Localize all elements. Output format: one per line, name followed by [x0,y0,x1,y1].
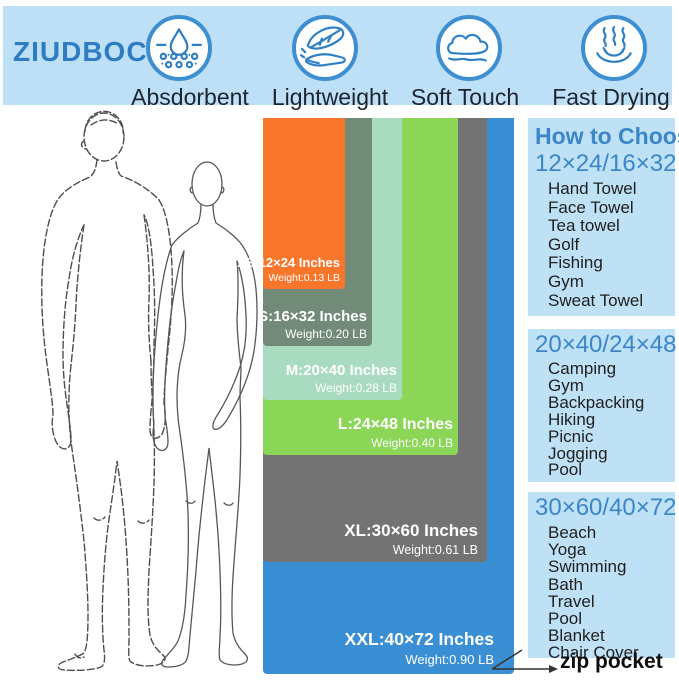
towel-size-label: L:24×48 Inches Weight:0.40 LB [337,416,453,450]
use-item: Fishing [548,253,603,273]
towel-size-label: XL:30×60 Inches Weight:0.61 LB [344,521,478,557]
guide-group-sizes: 20×40/24×48 [535,331,677,358]
absorbent-droplet-icon [146,15,212,81]
guide-block-small-sizes: How to Choose 12×24/16×32 Hand TowelFace… [528,118,679,316]
guide-use-list: Beach Yoga Swimming Bath Travel Pool Blanket Ch… [528,524,675,662]
use-item: Hiking [548,409,596,429]
use-item: Beach [548,523,597,542]
zip-pocket-label: zip pocket [560,650,663,673]
towel-size-label: XS:12×24 Inches Weight:0.13 LB [237,255,340,284]
steam-drying-icon [581,15,647,81]
use-item: Gym [548,271,584,291]
use-item: Sweat Towel [548,290,644,310]
towel-size-label: M:20×40 Inches Weight:0.28 LB [285,362,397,395]
use-item: Hand Towel [548,179,637,198]
feature-label: Lightweight [271,84,389,110]
towel-size-label: S:16×32 Inches Weight:0.20 LB [258,308,367,341]
guide-use-list: Hand Towel Face Towel Tea towel Golf Fishing… [528,179,675,310]
guide-title: How to Choose [535,123,679,149]
human-scale-figures [41,110,258,672]
feature-label: Absdorbent [131,84,249,110]
guide-block-large-sizes: 30×60/40×72 Beach Yoga Swimming Bath Travel P… [528,492,677,662]
towel-size-label: XXL:40×72 Inches Weight:0.90 LB [344,629,494,667]
use-item: Golf [548,234,580,254]
cloud-icon [436,15,502,81]
man-outline-figure [41,110,173,672]
use-item: Blanket [548,626,605,646]
guide-group-sizes: 12×24/16×32 [535,150,677,177]
use-item: Tea towel [548,216,620,236]
use-item: Camping [548,359,617,378]
feature-label: Fast Drying [552,84,670,110]
feature-label: Soft Touch [410,84,520,110]
use-item: Travel [548,591,595,611]
use-item: Gym [548,375,584,395]
brand-logo: ZIUDBOC [13,36,148,67]
use-item: Bath [548,574,583,594]
guide-block-medium-sizes: 20×40/24×48 Camping Gym Backpacking Hiking P… [528,329,677,482]
guide-use-list: Camping Gym Backpacking Hiking Picnic Jogging… [528,359,675,480]
zip-pocket-arrow-icon [491,649,558,673]
guide-group-sizes: 30×60/40×72 [535,494,677,521]
use-item: Picnic [548,426,594,446]
use-item: Pool [548,460,583,480]
use-item: Face Towel [548,197,634,217]
use-item: Swimming [548,557,627,577]
towel-rect-xs: XS:12×24 Inches Weight:0.13 LB [237,118,345,289]
use-item: Yoga [548,540,587,560]
use-item: Backpacking [548,392,645,412]
woman-outline-figure [152,161,258,668]
header-banner: ZIUDBOC Absdorbent [3,6,672,110]
use-item: Pool [548,609,583,629]
use-item: Jogging [548,443,608,463]
use-item: Chair Cover [548,643,639,663]
feather-hand-icon [292,15,358,81]
